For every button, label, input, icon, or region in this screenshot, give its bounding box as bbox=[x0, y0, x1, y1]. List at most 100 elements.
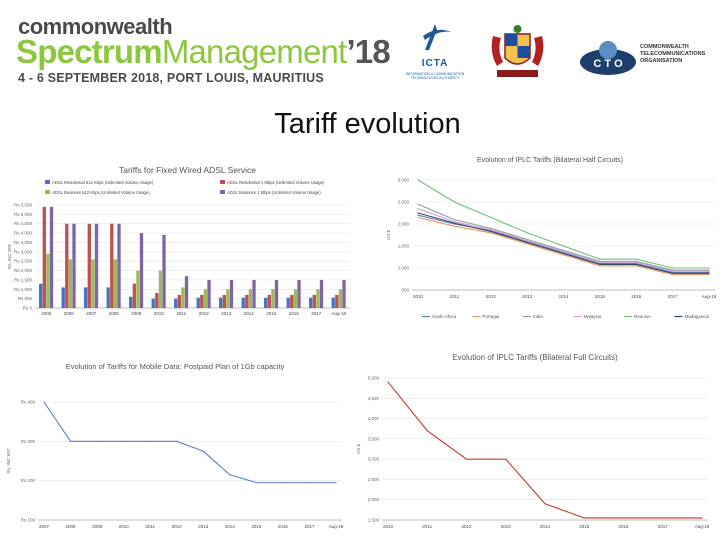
y-tick-label: Rs 3,000 bbox=[14, 249, 33, 254]
data-point bbox=[708, 271, 710, 273]
bar bbox=[316, 289, 320, 308]
data-point bbox=[176, 440, 178, 442]
x-tick-label: 2011 bbox=[422, 524, 432, 529]
bar bbox=[274, 279, 279, 308]
bar bbox=[297, 279, 301, 308]
data-point bbox=[417, 179, 419, 181]
x-tick-label: 2016 bbox=[618, 524, 629, 529]
cto-label: C T O bbox=[593, 58, 623, 70]
data-point bbox=[635, 263, 637, 266]
y-tick-label: Rs 2,500 bbox=[14, 259, 33, 264]
bar bbox=[139, 233, 144, 308]
legend-label: Portugal bbox=[483, 314, 500, 319]
y-tick-label: 2,000 bbox=[368, 497, 380, 502]
bar bbox=[65, 223, 69, 308]
bar bbox=[158, 270, 163, 308]
chart-title: Tariffs for Fixed Wired ADSL Service bbox=[119, 165, 256, 175]
slide-title: Tariff evolution bbox=[274, 108, 461, 140]
x-tick-label: 2012 bbox=[486, 294, 497, 299]
y-tick-label: 2,500 bbox=[398, 200, 410, 205]
x-tick-label: Aug-18 bbox=[702, 294, 717, 299]
bar bbox=[200, 294, 204, 308]
y-tick-label: 500 bbox=[401, 288, 409, 293]
coat-of-arms-logo bbox=[485, 22, 550, 84]
bar bbox=[132, 283, 136, 308]
data-point bbox=[562, 252, 565, 255]
y-axis-label: US $ bbox=[386, 230, 391, 241]
data-point bbox=[544, 503, 546, 505]
x-tick-label: 2012 bbox=[461, 524, 472, 529]
bar bbox=[42, 206, 46, 308]
data-point bbox=[622, 517, 625, 519]
cto-name: COMMONWEALTH TELECOMMUNICATIONS ORGANISA… bbox=[640, 44, 705, 65]
legend-label: Reunion bbox=[634, 314, 651, 319]
chart-title: Evolution of IPLC Tariffs (Bilateral Ful… bbox=[452, 353, 618, 362]
data-point bbox=[599, 265, 601, 267]
bar bbox=[174, 298, 178, 308]
data-point bbox=[465, 458, 468, 460]
bar bbox=[207, 279, 211, 308]
x-tick-label: 2010 bbox=[119, 524, 130, 529]
bar bbox=[226, 289, 230, 308]
bar bbox=[49, 206, 54, 308]
data-point bbox=[583, 517, 585, 519]
data-point bbox=[426, 430, 428, 432]
x-tick-label: 2017 bbox=[668, 294, 679, 299]
y-tick-label: 3,500 bbox=[368, 436, 380, 441]
data-point bbox=[672, 272, 674, 274]
bar bbox=[177, 294, 181, 308]
data-point bbox=[635, 263, 637, 265]
brand-commonwealth: commonwealth bbox=[18, 14, 173, 39]
bar bbox=[39, 283, 43, 308]
y-tick-label: Rs 300 bbox=[21, 439, 36, 444]
bar bbox=[319, 279, 324, 308]
legend-label: Madagascar bbox=[685, 314, 710, 319]
x-tick-label: Aug-18 bbox=[331, 311, 346, 316]
data-point bbox=[490, 216, 492, 218]
icta-label: ICTA bbox=[421, 58, 449, 69]
bar bbox=[335, 294, 339, 308]
data-point bbox=[490, 230, 492, 233]
cto-name-line: COMMONWEALTH bbox=[640, 44, 689, 50]
data-point bbox=[635, 260, 637, 262]
bar bbox=[68, 259, 73, 308]
conference-header: commonwealth SpectrumManagement’18 4 - 6… bbox=[0, 0, 720, 95]
y-tick-label: Rs 5,500 bbox=[14, 203, 33, 208]
data-point bbox=[526, 232, 528, 234]
x-tick-label: 2015 bbox=[251, 524, 262, 529]
adsl-chart: Tariffs for Fixed Wired ADSL Service Rs 5… bbox=[7, 165, 350, 316]
bar bbox=[229, 279, 234, 308]
chart-title: Evolution of Tariffs for Mobile Data: Po… bbox=[66, 362, 285, 371]
x-tick-label: 2017 bbox=[311, 311, 322, 316]
iplc-full-chart: Evolution of IPLC Tariffs (Bilateral Ful… bbox=[356, 353, 710, 529]
bar bbox=[312, 294, 316, 308]
data-point bbox=[672, 274, 674, 276]
x-tick-label: 2008 bbox=[109, 311, 120, 316]
x-tick-label: 2012 bbox=[199, 311, 210, 316]
x-tick-label: 2014 bbox=[244, 311, 255, 316]
x-tick-label: 2012 bbox=[172, 524, 183, 529]
series-line bbox=[387, 381, 702, 519]
data-point bbox=[453, 219, 455, 221]
adsl-chart-panel: Tariffs for Fixed Wired ADSL Service Rs 5… bbox=[5, 160, 370, 328]
legend-label: ADSL Business 512 Kbps (Unlimited Volume… bbox=[52, 190, 150, 195]
legend-label: ADSL Residential 1 Mbps (Unlimited Volum… bbox=[227, 180, 325, 185]
bar bbox=[267, 294, 271, 308]
y-tick-label: Rs 0 bbox=[23, 306, 33, 311]
data-point bbox=[526, 241, 528, 244]
x-tick-label: 2017 bbox=[304, 524, 315, 529]
x-tick-label: 2016 bbox=[631, 294, 642, 299]
data-point bbox=[417, 208, 419, 210]
bar bbox=[184, 276, 189, 308]
x-tick-label: 2014 bbox=[540, 524, 551, 529]
y-tick-label: 4,000 bbox=[368, 416, 380, 421]
data-point bbox=[708, 269, 710, 271]
bar bbox=[241, 297, 245, 308]
x-tick-label: 2013 bbox=[198, 524, 209, 529]
bar bbox=[252, 279, 256, 308]
mobile-chart-panel: Evolution of Tariffs for Mobile Data: Po… bbox=[0, 357, 350, 535]
x-tick-label: 2011 bbox=[450, 294, 460, 299]
bar bbox=[271, 289, 275, 308]
data-point bbox=[282, 482, 284, 484]
y-axis-label: Rs, INC VAT bbox=[6, 448, 11, 473]
